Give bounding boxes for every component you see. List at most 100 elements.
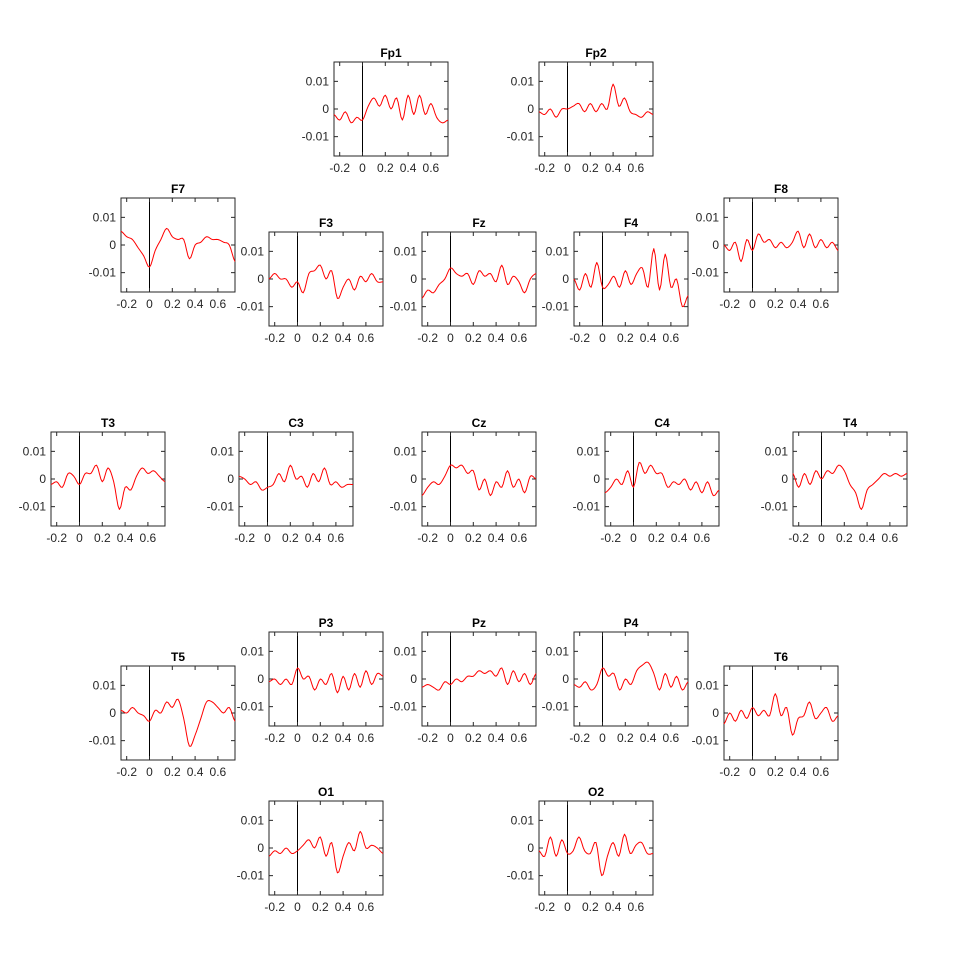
x-tick-label: 0: [294, 331, 301, 345]
x-tick-label: 0.6: [423, 161, 440, 175]
y-tick-label: 0.01: [394, 244, 418, 258]
erp-waveform-f7: [120, 227, 236, 268]
channel-panel-fz: -0.2 0 0.2 0.4 0.6 0.01 0 -0.01 Fz: [390, 216, 537, 345]
erp-waveform-cz: [421, 464, 537, 497]
x-tick-label: 0.2: [767, 765, 784, 779]
x-tick-label: 0: [146, 765, 153, 779]
x-tick-label: 0: [294, 731, 301, 745]
y-tick-label: -0.01: [692, 266, 720, 280]
channel-title: T6: [774, 650, 788, 664]
x-tick-label: -0.2: [264, 731, 285, 745]
erp-waveform-f3: [268, 264, 384, 299]
x-tick-label: -0.2: [788, 531, 809, 545]
channel-panel-o1: -0.2 0 0.2 0.4 0.6 0.01 0 -0.01 O1: [237, 785, 384, 914]
x-tick-label: 0: [599, 731, 606, 745]
y-tick-label: -0.01: [761, 500, 789, 514]
erp-waveform-fz: [421, 264, 537, 299]
y-tick-label: 0.01: [511, 74, 535, 88]
x-tick-label: 0: [447, 731, 454, 745]
channel-panel-fp1: -0.2 0 0.2 0.4 0.6 0.01 0 -0.01 Fp1: [302, 46, 449, 175]
channel-title: O1: [318, 785, 334, 799]
channel-panel-f8: -0.2 0 0.2 0.4 0.6 0.01 0 -0.01 F8: [692, 182, 839, 311]
x-tick-label: 0: [264, 531, 271, 545]
y-tick-label: 0.01: [511, 813, 535, 827]
erp-waveform-fp2: [538, 83, 654, 118]
x-tick-label: 0: [359, 161, 366, 175]
x-tick-label: 0.4: [605, 900, 622, 914]
x-tick-label: 0.6: [358, 900, 375, 914]
x-tick-label: 0.4: [640, 731, 657, 745]
channel-title: T4: [843, 416, 857, 430]
y-tick-label: -0.01: [89, 266, 117, 280]
y-tick-label: -0.01: [390, 500, 418, 514]
erp-waveform-t5: [120, 698, 236, 747]
y-tick-label: 0.01: [696, 210, 720, 224]
x-tick-label: 0.6: [210, 765, 227, 779]
axes-box: [120, 665, 236, 761]
x-tick-label: -0.2: [329, 161, 350, 175]
x-tick-label: -0.2: [719, 297, 740, 311]
x-tick-label: 0.6: [511, 531, 528, 545]
axes-box: [604, 431, 720, 527]
x-tick-label: 0.2: [164, 765, 181, 779]
x-tick-label: 0: [447, 331, 454, 345]
y-tick-label: -0.01: [692, 734, 720, 748]
y-tick-label: 0.01: [577, 444, 601, 458]
y-tick-label: 0: [109, 706, 116, 720]
y-tick-label: -0.01: [237, 300, 265, 314]
channel-panel-fp2: -0.2 0 0.2 0.4 0.6 0.01 0 -0.01 Fp2: [507, 46, 654, 175]
y-tick-label: 0.01: [241, 813, 265, 827]
y-tick-label: 0: [527, 841, 534, 855]
x-tick-label: 0.4: [187, 765, 204, 779]
x-tick-label: 0.2: [312, 900, 329, 914]
y-tick-label: 0: [527, 102, 534, 116]
channel-panel-c4: -0.2 0 0.2 0.4 0.6 0.01 0 -0.01 C4: [573, 416, 720, 545]
x-tick-label: 0.4: [335, 900, 352, 914]
y-tick-label: 0.01: [93, 210, 117, 224]
x-tick-label: 0.4: [117, 531, 134, 545]
x-tick-label: 0.4: [400, 161, 417, 175]
axes-box: [50, 431, 166, 527]
y-tick-label: -0.01: [207, 500, 235, 514]
y-tick-label: 0.01: [765, 444, 789, 458]
x-tick-label: 0: [599, 331, 606, 345]
y-tick-label: 0: [257, 841, 264, 855]
x-tick-label: -0.2: [417, 331, 438, 345]
channel-title: P4: [624, 616, 639, 630]
x-tick-label: 0.2: [617, 731, 634, 745]
y-tick-label: 0: [593, 472, 600, 486]
x-tick-label: 0.4: [187, 297, 204, 311]
y-tick-label: 0.01: [211, 444, 235, 458]
y-tick-label: -0.01: [390, 300, 418, 314]
x-tick-label: 0.6: [882, 531, 899, 545]
channel-title: C4: [654, 416, 670, 430]
axes-box: [268, 800, 384, 896]
x-tick-label: -0.2: [116, 765, 137, 779]
y-tick-label: 0: [39, 472, 46, 486]
x-tick-label: 0.6: [358, 331, 375, 345]
x-tick-label: 0: [564, 900, 571, 914]
x-tick-label: 0.4: [640, 331, 657, 345]
erp-waveform-t6: [723, 693, 839, 736]
x-tick-label: 0.2: [836, 531, 853, 545]
x-tick-label: 0.4: [335, 331, 352, 345]
channel-panel-f4: -0.2 0 0.2 0.4 0.6 0.01 0 -0.01 F4: [542, 216, 689, 345]
x-tick-label: -0.2: [534, 900, 555, 914]
y-tick-label: 0.01: [394, 444, 418, 458]
x-tick-label: 0: [447, 531, 454, 545]
erp-waveform-o2: [538, 833, 654, 877]
x-tick-label: 0.4: [671, 531, 688, 545]
x-tick-label: 0: [564, 161, 571, 175]
erp-waveform-o1: [268, 830, 384, 874]
y-tick-label: 0: [109, 238, 116, 252]
x-tick-label: -0.2: [234, 531, 255, 545]
channel-panel-t5: -0.2 0 0.2 0.4 0.6 0.01 0 -0.01 T5: [89, 650, 236, 779]
x-tick-label: 0.2: [94, 531, 111, 545]
erp-waveform-fp1: [333, 94, 449, 124]
x-tick-label: -0.2: [569, 731, 590, 745]
channel-panel-t6: -0.2 0 0.2 0.4 0.6 0.01 0 -0.01 T6: [692, 650, 839, 779]
erp-waveform-c3: [238, 464, 354, 491]
x-tick-label: 0.2: [312, 331, 329, 345]
x-tick-label: 0.6: [813, 297, 830, 311]
channel-title: F4: [624, 216, 638, 230]
